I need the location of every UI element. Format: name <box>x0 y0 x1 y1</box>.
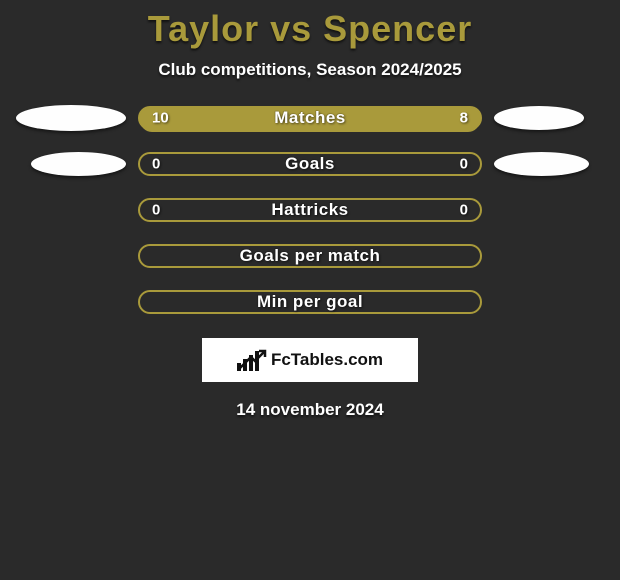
stat-row: 0 0 Hattricks <box>0 198 620 222</box>
ellipse-right <box>494 152 589 176</box>
stat-value-left: 0 <box>152 202 160 219</box>
stat-label: Min per goal <box>257 292 363 312</box>
subtitle: Club competitions, Season 2024/2025 <box>0 60 620 80</box>
stat-row: 10 8 Matches <box>0 106 620 130</box>
bar-fill-right <box>329 108 480 132</box>
logo-chart-icon <box>237 349 265 371</box>
stat-bar: Min per goal <box>138 290 482 314</box>
ellipse-right <box>494 106 584 130</box>
stat-row: 0 0 Goals <box>0 152 620 176</box>
stats-rows: 10 8 Matches 0 0 Goals 0 0 Hattricks Goals per ma… <box>0 106 620 314</box>
ellipse-left <box>31 152 126 176</box>
stat-value-right: 8 <box>460 110 468 127</box>
stat-label: Goals per match <box>240 246 381 266</box>
stat-bar: 0 0 Goals <box>138 152 482 176</box>
stat-label: Matches <box>274 108 346 128</box>
stat-value-left: 10 <box>152 110 169 127</box>
stat-bar: 0 0 Hattricks <box>138 198 482 222</box>
stat-label: Goals <box>285 154 335 174</box>
stat-row: Goals per match <box>0 244 620 268</box>
stat-value-left: 0 <box>152 156 160 173</box>
page-title: Taylor vs Spencer <box>0 0 620 50</box>
logo-text: FcTables.com <box>271 350 383 370</box>
logo-box: FcTables.com <box>202 338 418 382</box>
stat-bar: Goals per match <box>138 244 482 268</box>
date-text: 14 november 2024 <box>0 400 620 420</box>
stat-label: Hattricks <box>271 200 348 220</box>
stat-row: Min per goal <box>0 290 620 314</box>
stat-value-right: 0 <box>460 202 468 219</box>
stat-bar: 10 8 Matches <box>138 106 482 130</box>
ellipse-left <box>16 105 126 131</box>
stat-value-right: 0 <box>460 156 468 173</box>
